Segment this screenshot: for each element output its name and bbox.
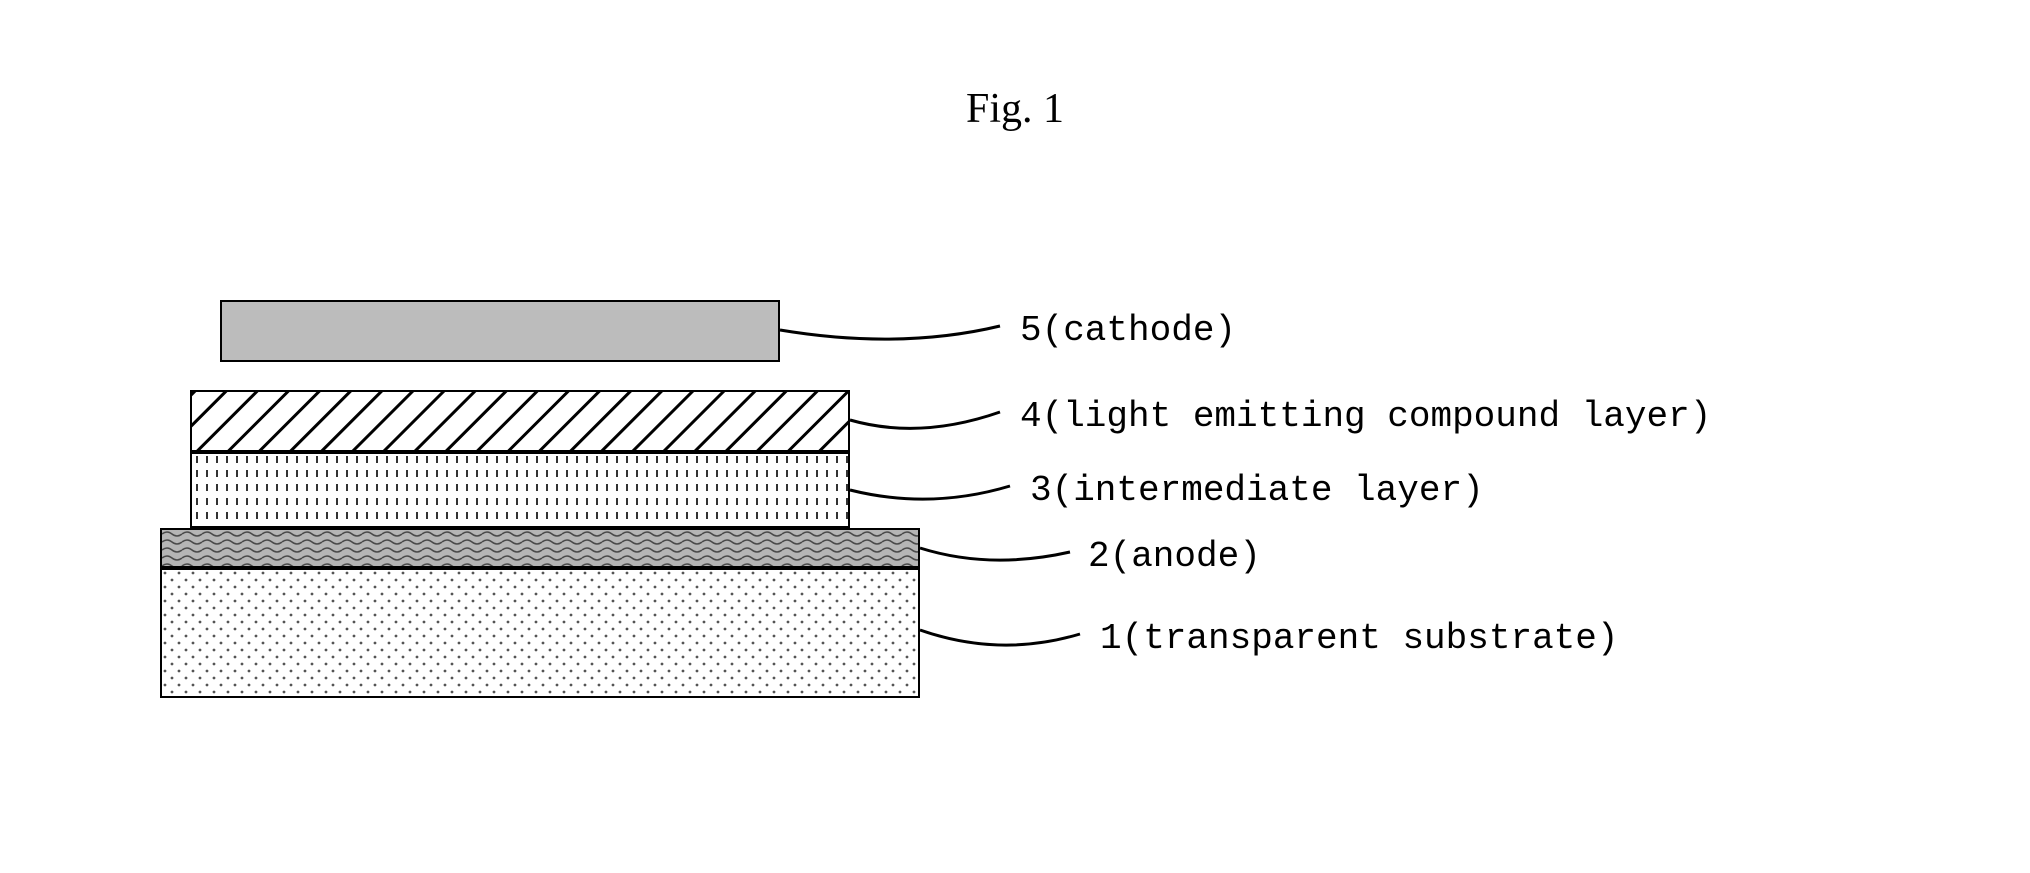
anode-label: 2(anode) (1088, 536, 1261, 577)
intermediate-label: 3(intermediate layer) (1030, 470, 1484, 511)
light-emitting-layer (190, 390, 850, 452)
cathode-layer (220, 300, 780, 362)
cathode-label: 5(cathode) (1020, 310, 1236, 351)
intermediate-layer (190, 452, 850, 528)
figure-title: Fig. 1 (966, 85, 1064, 133)
transparent-substrate-layer (160, 568, 920, 698)
anode-layer (160, 528, 920, 568)
light-emitting-label: 4(light emitting compound layer) (1020, 396, 1711, 437)
substrate-label: 1(transparent substrate) (1100, 618, 1618, 659)
